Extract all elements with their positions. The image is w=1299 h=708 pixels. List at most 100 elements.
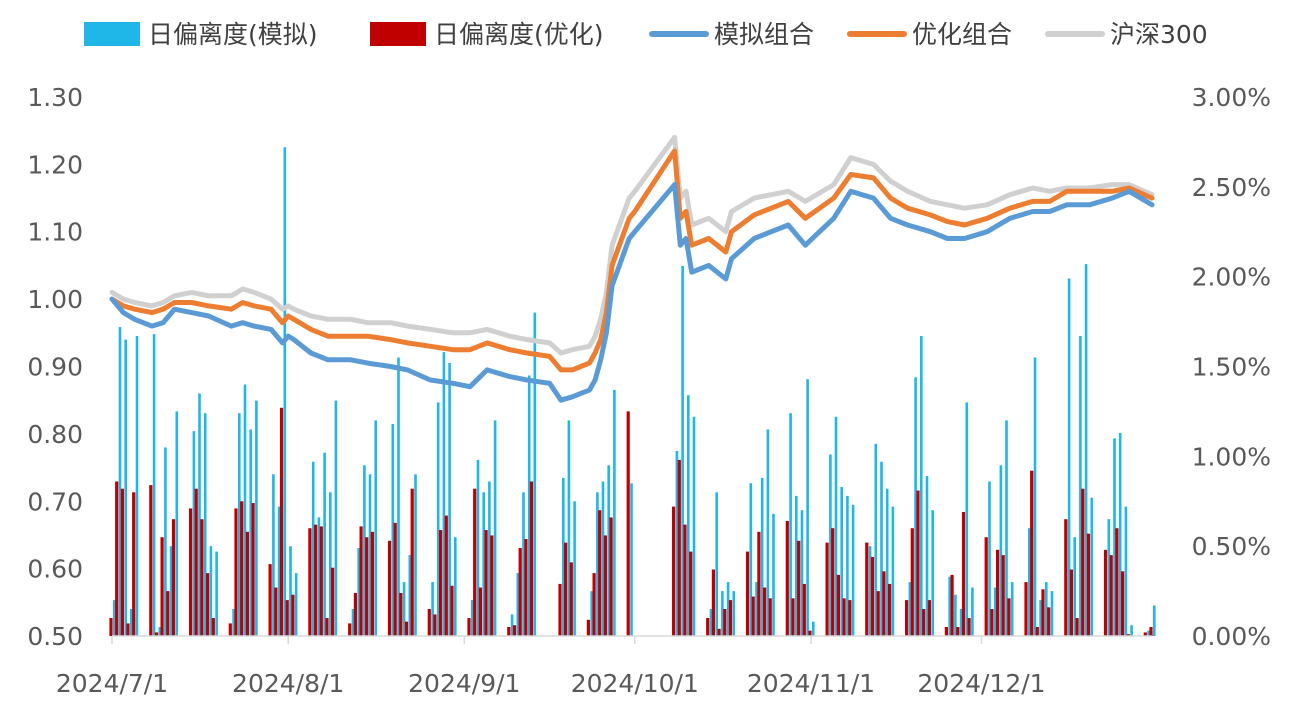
bar-dev-sim	[971, 587, 974, 636]
bar-dev-opt	[586, 619, 590, 636]
bar-dev-opt	[944, 627, 948, 636]
bar-dev-opt	[870, 556, 875, 636]
bar-dev-opt	[990, 609, 994, 636]
bar-dev-opt	[592, 573, 596, 636]
bar-dev-opt	[728, 600, 733, 636]
bar-dev-opt	[1081, 488, 1085, 636]
bar-dev-sim	[613, 389, 616, 636]
bar-dev-opt	[751, 596, 755, 636]
x-tick-label: 2024/9/1	[408, 669, 520, 698]
bar-dev-sim	[1073, 537, 1076, 636]
legend-swatch-dev-sim	[84, 22, 140, 46]
bar-dev-sim	[488, 481, 491, 636]
bar-dev-sim	[311, 461, 315, 636]
bar-dev-opt	[1030, 470, 1034, 636]
bar-dev-opt	[996, 549, 1000, 636]
bar-dev-sim	[374, 420, 377, 636]
bar-dev-sim	[283, 147, 287, 637]
bar-dev-opt	[558, 583, 562, 636]
bar-dev-opt	[120, 488, 124, 636]
bar-dev-sim	[454, 537, 457, 636]
bar-dev-opt	[888, 583, 892, 636]
bar-dev-opt	[439, 530, 443, 636]
bar-dev-opt	[791, 598, 795, 636]
bar-dev-opt	[757, 531, 761, 636]
bar-dev-opt	[984, 537, 988, 636]
bar-dev-opt	[370, 531, 374, 636]
bar-dev-sim	[192, 431, 196, 636]
bar-dev-sim	[482, 492, 485, 636]
bar-dev-opt	[478, 587, 482, 636]
x-tick-label: 2024/7/1	[56, 669, 168, 698]
bar-dev-opt	[1121, 571, 1125, 636]
bar-dev-opt	[922, 609, 926, 636]
bar-dev-sim	[1124, 506, 1128, 636]
bar-dev-opt	[314, 524, 318, 636]
bar-dev-opt	[308, 528, 312, 636]
bar-dev-sim	[363, 465, 366, 636]
bar-dev-sim	[169, 546, 173, 636]
bar-dev-opt	[763, 587, 767, 636]
bar-dev-opt	[1103, 549, 1108, 636]
bar-dev-opt	[132, 492, 136, 636]
bar-dev-opt	[518, 548, 522, 636]
bar-dev-sim	[885, 488, 889, 636]
bar-dev-sim	[1107, 519, 1111, 636]
bar-dev-opt	[711, 569, 715, 636]
bar-dev-opt	[1115, 528, 1119, 636]
bar-dev-sim	[806, 379, 809, 636]
bar-dev-opt	[956, 627, 960, 636]
legend-label-sim: 模拟组合	[714, 20, 814, 49]
bar-dev-sim	[158, 627, 162, 636]
bar-dev-sim	[874, 443, 878, 636]
bar-dev-sim	[840, 486, 843, 636]
bar-dev-sim	[431, 582, 434, 636]
bar-dev-sim	[357, 548, 360, 636]
bars-deviation-opt	[109, 407, 1153, 637]
left-tick-label: 0.50	[27, 622, 83, 651]
bar-dev-opt	[927, 600, 931, 636]
bar-dev-opt	[285, 600, 289, 636]
left-tick-label: 0.70	[27, 487, 83, 516]
bar-dev-opt	[524, 539, 528, 636]
bar-dev-opt	[683, 524, 687, 636]
bar-dev-opt	[444, 515, 448, 636]
bar-dev-opt	[251, 503, 255, 636]
bar-dev-sim	[596, 492, 599, 636]
bar-dev-sim	[721, 591, 724, 636]
bar-dev-sim	[203, 413, 207, 636]
bar-dev-opt	[331, 567, 335, 636]
series-lines	[109, 134, 1155, 403]
bar-dev-opt	[115, 481, 119, 636]
bar-dev-opt	[433, 614, 437, 636]
bar-dev-opt	[768, 598, 772, 636]
bar-dev-opt	[228, 623, 232, 636]
bar-dev-sim	[198, 393, 201, 636]
right-tick-label: 0.00%	[1192, 622, 1271, 651]
bar-dev-opt	[404, 621, 409, 636]
bar-dev-sim	[931, 510, 934, 636]
bar-dev-opt	[160, 537, 164, 636]
bar-dev-sim	[135, 336, 139, 636]
bar-dev-sim	[925, 476, 929, 636]
right-tick-label: 1.50%	[1192, 353, 1271, 382]
bar-dev-sim	[1033, 357, 1037, 636]
bar-dev-sim	[726, 582, 730, 636]
bar-dev-opt	[1041, 589, 1045, 636]
right-tick-label: 2.50%	[1192, 173, 1271, 202]
bar-dev-opt	[484, 530, 488, 636]
bar-dev-sim	[948, 576, 951, 636]
bar-dev-sim	[567, 420, 571, 636]
bar-dev-sim	[692, 416, 696, 636]
left-axis: 0.50 0.60 0.70 0.80 0.90 1.00 1.10 1.20 1.30	[27, 83, 83, 651]
bar-dev-sim	[118, 327, 122, 636]
bar-dev-opt	[109, 618, 113, 636]
bar-dev-sim	[152, 334, 156, 636]
bar-dev-sim	[516, 573, 520, 636]
bar-dev-sim	[317, 517, 321, 636]
bar-dev-opt	[1126, 634, 1130, 636]
bar-dev-sim	[448, 362, 451, 636]
bar-dev-sim	[914, 377, 917, 636]
bar-dev-sim	[562, 477, 565, 636]
bar-dev-sim	[954, 594, 957, 636]
